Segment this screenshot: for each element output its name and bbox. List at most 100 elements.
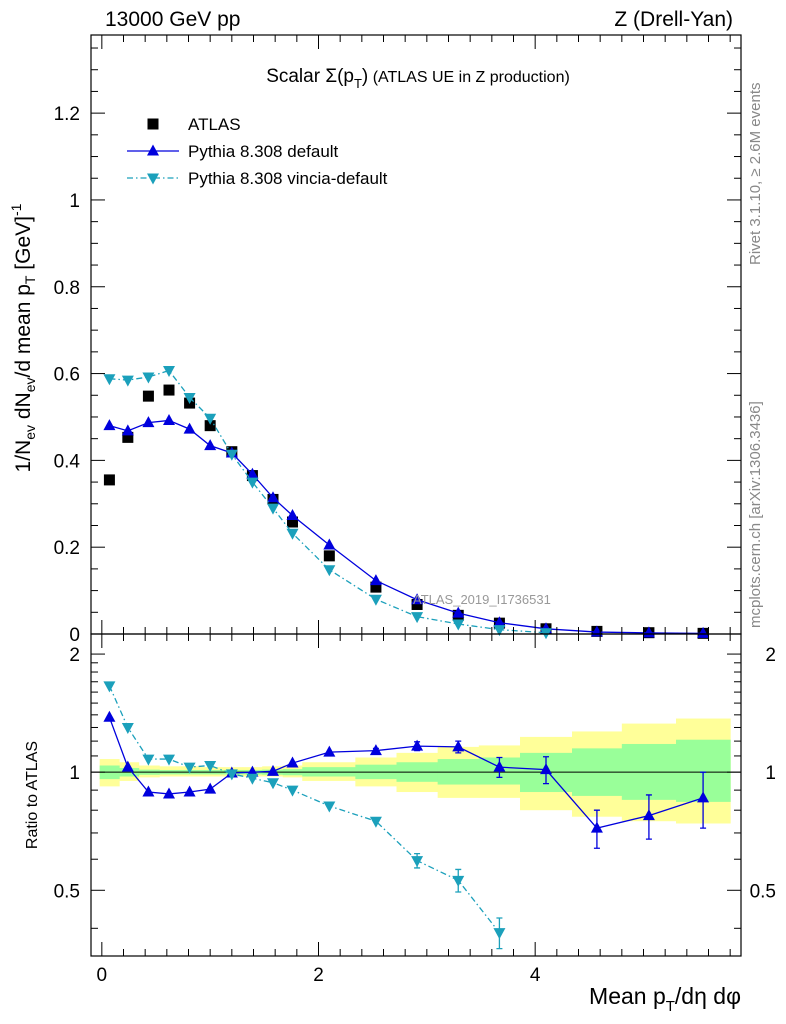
ratio-point-s1-5 <box>204 760 217 772</box>
main-point-s2-1 <box>121 375 134 387</box>
ratio-point-s0-8 <box>267 764 279 776</box>
ratio-panel-series <box>103 681 710 950</box>
main-point-s2-7 <box>246 477 259 489</box>
panel-frames <box>90 34 742 957</box>
main-point-s1-2 <box>142 416 155 428</box>
legend-marker-1 <box>147 144 159 156</box>
ratio-y-tick-label-right-0: 0.5 <box>750 881 776 902</box>
ratio-panel-frame <box>90 633 742 957</box>
main-y-tick-label-3: 0.6 <box>54 365 80 386</box>
legend-label-0: ATLAS <box>188 115 241 134</box>
main-point-s2-6 <box>225 449 238 461</box>
ratio-y-tick-label-left-2: 2 <box>69 645 80 666</box>
main-point-s1-14 <box>493 616 506 628</box>
main-y-tick-label-1: 0.2 <box>54 538 80 559</box>
ratio-point-s0-3 <box>163 787 175 799</box>
main-y-tick-label-4: 0.8 <box>54 278 80 299</box>
ratio-uncertainty-bands <box>91 718 741 824</box>
axis-ticks: 0 2 400.20.40.60.811.20.5 0.51 12 2 <box>54 35 776 986</box>
main-point-s1-17 <box>642 626 655 638</box>
ratio-point-s0-17 <box>642 809 655 821</box>
main-point-s1-12 <box>411 593 424 605</box>
main-point-s1-0 <box>103 419 116 431</box>
main-point-s2-2 <box>142 372 155 384</box>
main-panel-series <box>103 366 710 640</box>
main-point-s0-10 <box>323 550 335 562</box>
ratio-point-s1-2 <box>142 754 155 766</box>
main-y-tick-label-0: 0 <box>69 625 80 646</box>
x-tick-label-1: 2 <box>313 965 324 986</box>
main-point-s0-9 <box>287 516 298 528</box>
main-y-tick-label-5: 1 <box>69 191 80 212</box>
main-point-s2-11 <box>369 594 382 606</box>
main-point-s1-3 <box>163 413 175 425</box>
ratio-point-s1-6 <box>225 769 238 781</box>
main-point-s1-13 <box>452 606 465 618</box>
main-y-tick-label-6: 1.2 <box>54 104 80 125</box>
ratio-point-s0-10 <box>323 745 336 757</box>
x-axis-label: Mean pT/dη dφ <box>589 983 741 1015</box>
main-series-line-1 <box>109 419 704 635</box>
main-point-s2-3 <box>163 366 175 378</box>
main-point-s1-18 <box>697 626 710 638</box>
ratio-y-tick-label-right-1: 1 <box>765 763 776 784</box>
ratio-point-s1-10 <box>323 801 336 813</box>
legend-marker-2 <box>147 173 159 185</box>
ratio-point-s0-13 <box>452 740 465 752</box>
ratio-point-s0-9 <box>286 756 299 768</box>
ratio-point-s1-3 <box>163 754 175 766</box>
analysis-watermark: ATLAS_2019_I1736531 <box>413 592 551 607</box>
ratio-series-line-1 <box>108 685 500 934</box>
main-point-s0-0 <box>103 474 115 486</box>
main-point-s1-4 <box>183 422 196 434</box>
main-point-s1-9 <box>286 509 299 521</box>
ratio-point-s0-5 <box>204 782 217 794</box>
legend-label-2: Pythia 8.308 vincia-default <box>188 169 388 188</box>
ratio-point-s0-0 <box>103 710 116 722</box>
header-left-label: 13000 GeV pp <box>105 8 240 31</box>
main-point-s2-12 <box>411 612 424 624</box>
main-y-axis-label: 1/Nev dNev/d mean pT [GeV]-1 <box>8 203 38 472</box>
ratio-point-s0-18 <box>697 791 710 803</box>
ratio-point-s1-9 <box>286 785 299 797</box>
legend-marker-0 <box>147 118 159 130</box>
rivet-version-label: Rivet 3.1.10, ≥ 2.6M events <box>747 83 764 266</box>
ratio-point-s0-2 <box>142 785 155 797</box>
main-point-s2-0 <box>103 374 116 386</box>
ratio-point-s0-1 <box>121 760 134 772</box>
legend-label-1: Pythia 8.308 default <box>188 142 339 161</box>
ratio-point-s0-11 <box>369 744 382 756</box>
main-point-s0-1 <box>122 431 134 443</box>
legend: ATLAS Pythia 8.308 default Pythia 8.308 vi… <box>127 115 388 188</box>
main-point-s0-5 <box>204 420 216 432</box>
main-point-s2-5 <box>204 413 217 425</box>
main-point-s2-4 <box>183 392 196 404</box>
main-point-s2-10 <box>323 565 336 577</box>
x-tick-label-2: 4 <box>530 965 541 986</box>
main-point-s0-2 <box>142 390 154 402</box>
main-point-s0-12 <box>411 598 423 610</box>
ratio-point-s1-8 <box>267 778 279 790</box>
ratio-point-s1-13 <box>452 875 465 887</box>
main-point-s1-7 <box>246 467 259 479</box>
main-point-s2-9 <box>286 528 299 540</box>
main-series-line-2 <box>109 369 547 634</box>
ratio-point-s0-14 <box>493 760 506 772</box>
ratio-y-tick-label-left-0: 0.5 <box>54 881 80 902</box>
main-point-s2-13 <box>452 619 465 631</box>
ratio-point-s1-7 <box>246 773 259 785</box>
ratio-point-s0-15 <box>540 763 552 775</box>
ratio-point-s1-4 <box>183 762 196 774</box>
mcplots-label: mcplots.cern.ch [arXiv:1306.3436] <box>747 401 764 628</box>
main-point-s0-3 <box>163 384 175 396</box>
ratio-y-axis-label: Ratio to ATLAS <box>24 741 41 849</box>
main-y-tick-label-2: 0.4 <box>54 451 81 472</box>
main-point-s1-11 <box>369 574 382 586</box>
ratio-point-s0-12 <box>411 739 424 751</box>
ratio-y-tick-label-left-1: 1 <box>69 763 80 784</box>
main-point-s1-10 <box>323 538 336 550</box>
ratio-point-s0-4 <box>183 785 196 797</box>
plot-title: Scalar Σ(pT) (ATLAS UE in Z production) <box>266 66 570 91</box>
header-right-label: Z (Drell-Yan) <box>614 8 733 31</box>
